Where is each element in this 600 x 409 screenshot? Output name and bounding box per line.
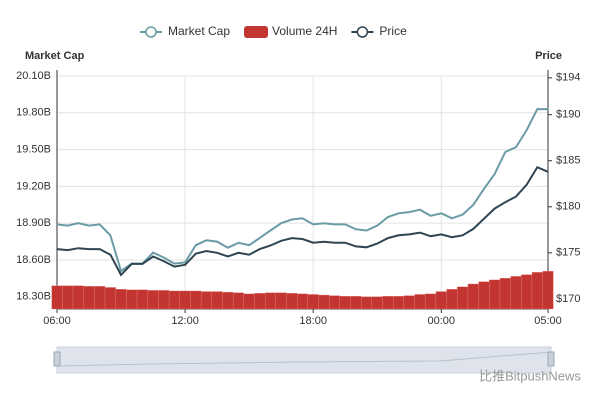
slider-track[interactable]: [56, 346, 552, 374]
volume-bar: [115, 289, 127, 310]
volume-bar: [297, 293, 308, 310]
zoom-slider[interactable]: [53, 346, 555, 374]
y2-tick-label: $180: [556, 201, 580, 213]
legend-label: Price: [379, 24, 407, 38]
volume-bar: [318, 294, 330, 310]
legend-label: Volume 24H: [272, 24, 337, 38]
volume-bar: [339, 296, 351, 310]
volume-bar: [94, 286, 106, 310]
volume-bar: [499, 277, 511, 310]
volume-bar: [243, 293, 255, 310]
volume-bar: [446, 289, 458, 310]
y-tick-label: 19.20B: [16, 180, 51, 192]
volume-bar: [179, 290, 191, 310]
volume-bar: [264, 292, 276, 310]
y2-tick-label: $190: [556, 109, 580, 121]
y-tick-label: 18.60B: [16, 254, 51, 266]
volume-bar: [489, 279, 501, 310]
volume-bar: [254, 293, 266, 310]
volume-bar: [435, 291, 447, 310]
volume-bar: [403, 295, 415, 310]
line: [56, 165, 549, 277]
y-tick-label: 19.50B: [16, 143, 51, 155]
volume-bar: [62, 285, 74, 310]
line: [56, 108, 548, 273]
legend-swatch: [244, 26, 269, 38]
volume-bar: [83, 286, 95, 310]
volume-bar: [275, 292, 287, 310]
y-tick-label: 20.10B: [16, 70, 51, 82]
volume-bar: [222, 291, 234, 310]
volume-bar: [136, 289, 148, 310]
volume-bar: [286, 293, 298, 310]
watermark: 比推BitpushNews: [479, 368, 581, 383]
volume-bar: [393, 296, 405, 310]
y2-tick-label: $185: [556, 155, 580, 167]
volume-bar: [425, 293, 437, 310]
volume-bar: [307, 294, 319, 310]
volume-bar: [147, 290, 159, 310]
y2-tick-label: $175: [556, 247, 580, 259]
x-tick-label: 12:00: [171, 315, 199, 327]
x-tick-label: 18:00: [299, 315, 327, 327]
volume-bar: [190, 290, 202, 310]
volume-bar: [361, 296, 373, 310]
volume-bar: [72, 285, 84, 310]
slider-handle[interactable]: [53, 351, 61, 367]
volume-bar: [350, 296, 362, 310]
volume-bar: [382, 296, 394, 310]
volume-bar: [531, 272, 543, 310]
volume-bar: [457, 286, 469, 310]
y-tick-label: 18.30B: [16, 291, 51, 303]
legend-item[interactable]: Price: [351, 24, 407, 38]
volume-bar: [126, 289, 138, 310]
y2-tick-label: $194: [556, 72, 580, 84]
volume-bar: [371, 296, 383, 310]
volume-bar: [232, 292, 244, 310]
slider-preview: [56, 351, 552, 367]
slider-handle[interactable]: [547, 351, 555, 367]
left-axis-title: Market Cap: [25, 50, 85, 62]
legend-item[interactable]: Volume 24H: [244, 24, 337, 38]
volume-bar: [478, 281, 490, 310]
volume-bar: [200, 291, 212, 310]
legend-marker: [356, 26, 369, 38]
volume-bar: [510, 276, 522, 310]
volume-bar: [521, 274, 533, 310]
volume-bar: [158, 290, 170, 310]
volume-bar: [542, 270, 554, 310]
volume-bar: [104, 287, 116, 310]
volume-bar: [211, 291, 223, 310]
x-tick-label: 00:00: [427, 315, 455, 327]
right-axis-title: Price: [535, 50, 562, 62]
legend-label: Market Cap: [168, 24, 230, 38]
y-tick-label: 19.80B: [16, 107, 51, 119]
volume-bar: [414, 294, 426, 310]
legend-item[interactable]: Market Cap: [140, 24, 230, 38]
volume-bar: [168, 290, 180, 310]
y2-tick-label: $170: [556, 293, 580, 305]
volume-bar: [467, 283, 479, 310]
volume-bar: [51, 285, 63, 310]
legend-marker: [145, 26, 157, 38]
volume-bar: [329, 295, 341, 310]
x-tick-label: 06:00: [43, 315, 71, 327]
y-tick-label: 18.90B: [16, 217, 51, 229]
x-tick-label: 05:00: [534, 315, 562, 327]
